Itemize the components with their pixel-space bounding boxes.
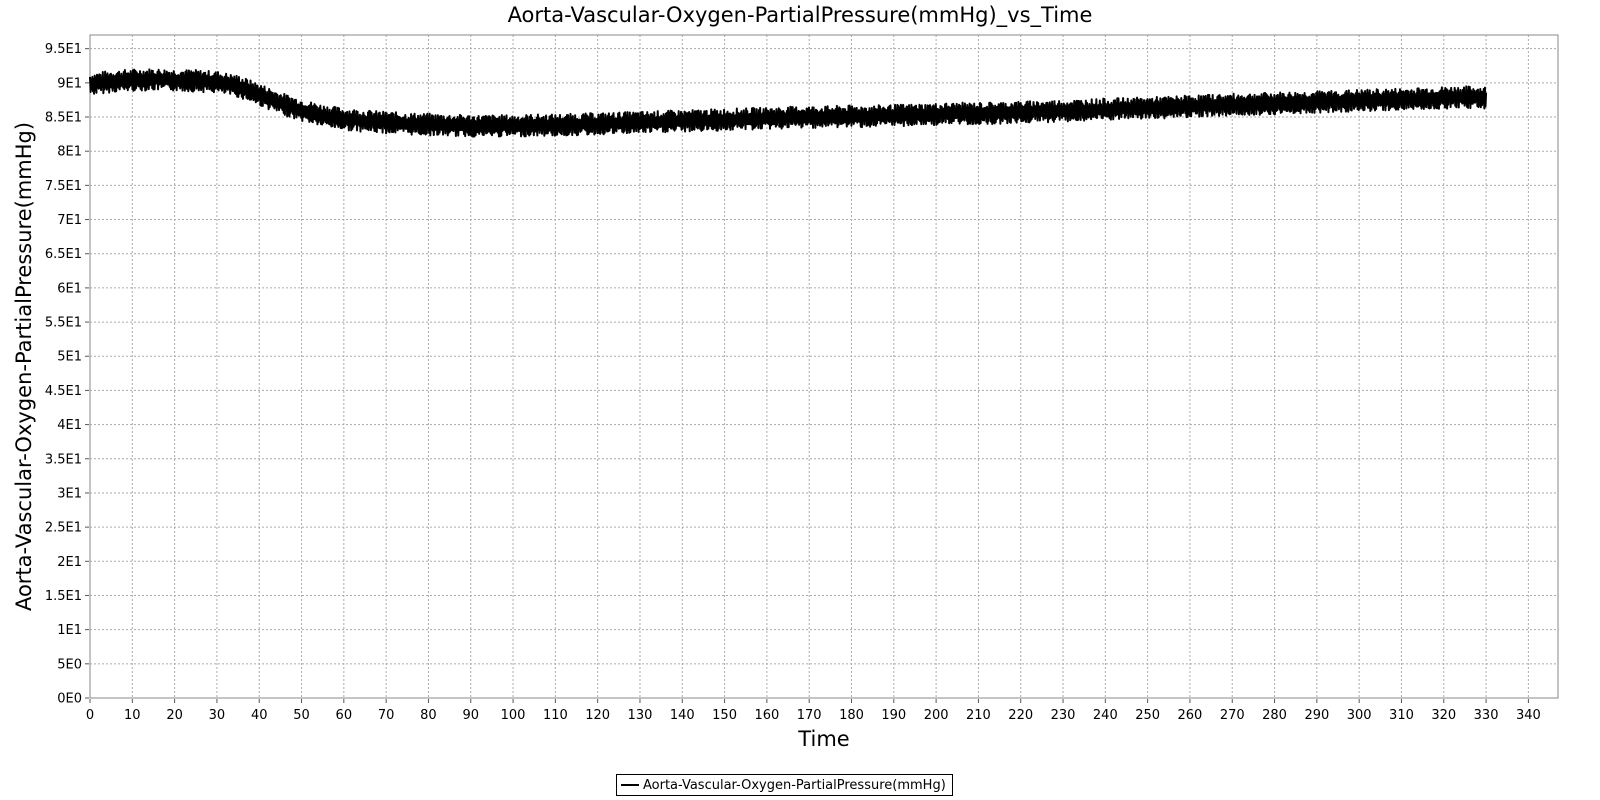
x-tick-label: 90 (462, 708, 479, 723)
legend: Aorta-Vascular-Oxygen-PartialPressure(mm… (616, 774, 953, 796)
y-tick-label: 4E1 (57, 418, 82, 433)
plot-frame (89, 34, 1559, 699)
x-tick-label: 310 (1389, 708, 1414, 723)
x-tick-label: 260 (1178, 708, 1203, 723)
y-tick-label: 5E0 (57, 657, 82, 672)
x-tick-label: 160 (754, 708, 779, 723)
y-tick-label: 6.5E1 (45, 247, 82, 262)
x-tick-label: 320 (1431, 708, 1456, 723)
y-tick-label: 8.5E1 (45, 111, 82, 126)
x-tick-label: 80 (420, 708, 437, 723)
x-tick-label: 150 (712, 708, 737, 723)
x-tick-label: 270 (1220, 708, 1245, 723)
y-tick-label: 7.5E1 (45, 179, 82, 194)
x-tick-label: 280 (1262, 708, 1287, 723)
series-line (89, 68, 1488, 138)
x-tick-label: 10 (124, 708, 141, 723)
y-axis-title: Aorta-Vascular-Oxygen-PartialPressure(mm… (12, 122, 36, 611)
y-tick-label: 9.5E1 (45, 42, 82, 57)
y-tick-label: 2.5E1 (45, 521, 82, 536)
y-tick-label: 1E1 (57, 623, 82, 638)
y-tick-label: 5.5E1 (45, 316, 82, 331)
x-tick-label: 50 (293, 708, 310, 723)
x-axis-title: Time (797, 727, 849, 751)
x-tick-label: 200 (924, 708, 949, 723)
y-tick-label: 2E1 (57, 555, 82, 570)
x-tick-label: 180 (839, 708, 864, 723)
x-tick-label: 110 (543, 708, 568, 723)
chart-title: Aorta-Vascular-Oxygen-PartialPressure(mm… (507, 3, 1093, 27)
y-tick-label: 4.5E1 (45, 384, 82, 399)
y-tick-label: 3.5E1 (45, 452, 82, 467)
x-tick-label: 220 (1008, 708, 1033, 723)
x-tick-label: 240 (1093, 708, 1118, 723)
x-tick-label: 300 (1347, 708, 1372, 723)
x-tick-label: 40 (251, 708, 268, 723)
y-tick-label: 3E1 (57, 486, 82, 501)
y-tick-label: 5E1 (57, 350, 82, 365)
x-tick-label: 330 (1474, 708, 1499, 723)
x-tick-label: 0 (86, 708, 94, 723)
series-layer (89, 68, 1488, 138)
x-tick-label: 20 (166, 708, 183, 723)
x-tick-label: 100 (501, 708, 526, 723)
y-tick-label: 8E1 (57, 145, 82, 160)
x-tick-label: 60 (336, 708, 353, 723)
x-tick-label: 190 (881, 708, 906, 723)
x-tick-label: 250 (1135, 708, 1160, 723)
x-tick-label: 130 (628, 708, 653, 723)
x-tick-label: 30 (209, 708, 226, 723)
legend-label: Aorta-Vascular-Oxygen-PartialPressure(mm… (643, 777, 946, 793)
y-tick-label: 7E1 (57, 213, 82, 228)
x-tick-label: 170 (797, 708, 822, 723)
legend-line-swatch (621, 784, 639, 786)
grid-layer (89, 35, 1558, 699)
x-tick-label: 290 (1304, 708, 1329, 723)
y-tick-label: 9E1 (57, 76, 82, 91)
x-tick-label: 230 (1051, 708, 1076, 723)
axis-layer: 0 10 20 30 40 50 60 70 80 90 100 110 120 130 140 150 160… (45, 42, 1541, 723)
x-tick-label: 210 (966, 708, 991, 723)
y-tick-label: 0E0 (57, 692, 82, 707)
x-tick-label: 140 (670, 708, 695, 723)
y-tick-label: 1.5E1 (45, 589, 82, 604)
x-tick-label: 120 (585, 708, 610, 723)
x-tick-label: 340 (1516, 708, 1541, 723)
y-tick-label: 6E1 (57, 281, 82, 296)
x-tick-label: 70 (378, 708, 395, 723)
